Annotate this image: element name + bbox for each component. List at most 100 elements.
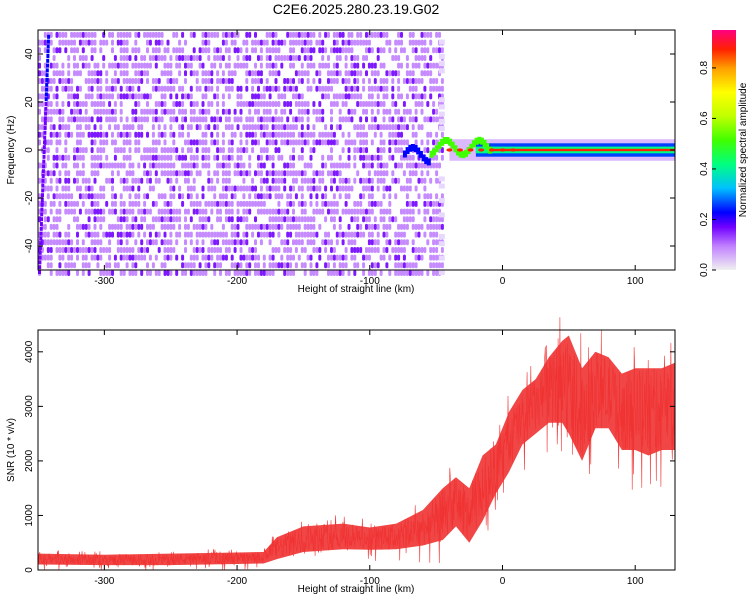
spectrogram-cell: [271, 254, 275, 261]
spectrogram-cell: [338, 185, 342, 192]
spectrogram-cell: [128, 231, 132, 238]
spectrogram-cell: [146, 262, 149, 269]
spectrogram-cell: [388, 193, 392, 200]
spectrogram-cell: [280, 139, 284, 146]
spectrogram-cell: [426, 101, 430, 107]
spectrogram-cell: [370, 47, 374, 54]
spectrogram-cell: [166, 70, 170, 77]
spectrogram-cell: [265, 31, 269, 38]
spectrogram-cell: [213, 270, 217, 276]
spectrogram-cell: [172, 170, 176, 177]
spectrogram-cell: [280, 116, 284, 123]
spectrogram-cell: [70, 39, 74, 46]
spectrogram-cell: [163, 208, 167, 215]
spectrogram-cell: [347, 185, 351, 192]
spectrogram-cell: [96, 131, 100, 138]
spectrogram-cell: [359, 101, 363, 107]
spectrogram-cell: [76, 239, 79, 246]
spectrogram-cell: [41, 178, 45, 183]
spectrogram-cell: [306, 70, 310, 77]
spectrogram-cell: [385, 262, 389, 269]
spectrogram-cell: [274, 85, 278, 92]
spectrogram-cell: [335, 162, 339, 169]
spectrogram-cell: [87, 116, 91, 123]
spectrogram-cell: [216, 31, 220, 38]
spectrogram-cell: [99, 208, 103, 215]
spectrogram-cell: [204, 223, 208, 230]
spectrogram-cell: [73, 62, 76, 69]
spectrogram-signal-line: [402, 136, 675, 166]
spectrogram-cell: [259, 170, 263, 177]
spectrogram-cell: [233, 70, 237, 77]
spectrogram-cell: [429, 216, 433, 223]
spectrogram-cell: [391, 55, 395, 61]
spectrogram-cell: [332, 70, 336, 77]
spectrogram-cell: [297, 131, 301, 138]
spectrogram-cell: [283, 55, 287, 61]
spectrogram-cell: [292, 31, 295, 38]
spectrogram-cell: [175, 216, 179, 223]
spectrogram-cell: [332, 170, 336, 177]
spectrogram-cell: [242, 239, 246, 246]
spectrogram-cell: [268, 101, 272, 107]
spectrogram-cell: [271, 31, 275, 38]
spectrogram-cell: [78, 185, 82, 192]
spectrogram-cell: [254, 193, 257, 200]
spectrogram-cell: [221, 254, 225, 261]
spectrogram-cell: [146, 223, 149, 230]
spectrogram-cell: [432, 162, 436, 169]
spectrogram-cell: [90, 200, 94, 207]
spectrogram-cell: [116, 247, 120, 253]
spectrogram-cell: [227, 270, 231, 276]
spectrogram-cell: [362, 193, 366, 200]
spectrogram-cell: [201, 162, 205, 169]
spectrogram-cell: [108, 31, 112, 38]
spectrogram-cell: [262, 85, 266, 92]
spectrogram-cell: [236, 154, 240, 161]
spectrogram-cell: [423, 147, 427, 154]
spectrogram-cell: [359, 200, 363, 207]
spectrogram-cell: [327, 262, 330, 269]
spectrogram-cell: [382, 254, 386, 261]
spectrogram-cell: [394, 270, 398, 276]
spectrogram-cell: [388, 116, 392, 123]
spectrogram-cell: [181, 47, 185, 54]
spectrogram-cell: [137, 177, 141, 184]
spectrogram-cell: [397, 231, 401, 238]
spectrogram-cell: [111, 185, 114, 192]
spectrogram-cell: [318, 223, 322, 230]
spectrogram-cell: [239, 247, 243, 253]
spectrogram-cell: [332, 247, 336, 253]
spectrogram-cell: [294, 116, 298, 123]
spectrogram-cell: [227, 55, 231, 61]
spectrogram-cell: [245, 208, 249, 215]
spectrogram-cell: [166, 108, 170, 115]
spectrogram-cell: [43, 208, 47, 215]
spectrogram-cell: [230, 254, 234, 261]
spectrogram-cell: [134, 55, 138, 61]
spectrogram-cell: [423, 70, 427, 77]
spectrogram-cell: [257, 108, 260, 115]
spectrogram-cell: [271, 70, 275, 77]
spectrogram-cell: [286, 193, 290, 200]
spectrogram-cell: [277, 39, 281, 46]
spectrogram-cell: [283, 177, 287, 184]
spectrogram-cell: [108, 247, 112, 253]
spectrogram-cell: [146, 108, 149, 115]
spectrogram-cell: [64, 239, 68, 246]
spectrogram-cell: [113, 139, 117, 146]
spectrogram-cell: [274, 185, 278, 192]
spectrogram-cell: [125, 154, 129, 161]
spectrogram-cell: [414, 108, 418, 115]
spectrogram-cell: [283, 208, 287, 215]
spectrogram-cell: [230, 78, 234, 84]
spectrogram-cell: [224, 162, 228, 169]
spectrogram-cell: [280, 254, 284, 261]
spectrogram-cell: [172, 223, 176, 230]
spectrogram-cell: [265, 231, 269, 238]
spectrogram-cell: [408, 116, 412, 123]
spectrogram-cell: [394, 262, 398, 269]
spectrogram-cell: [189, 62, 193, 69]
spectrogram-cell: [417, 101, 421, 107]
spectrogram-cell: [303, 139, 307, 146]
